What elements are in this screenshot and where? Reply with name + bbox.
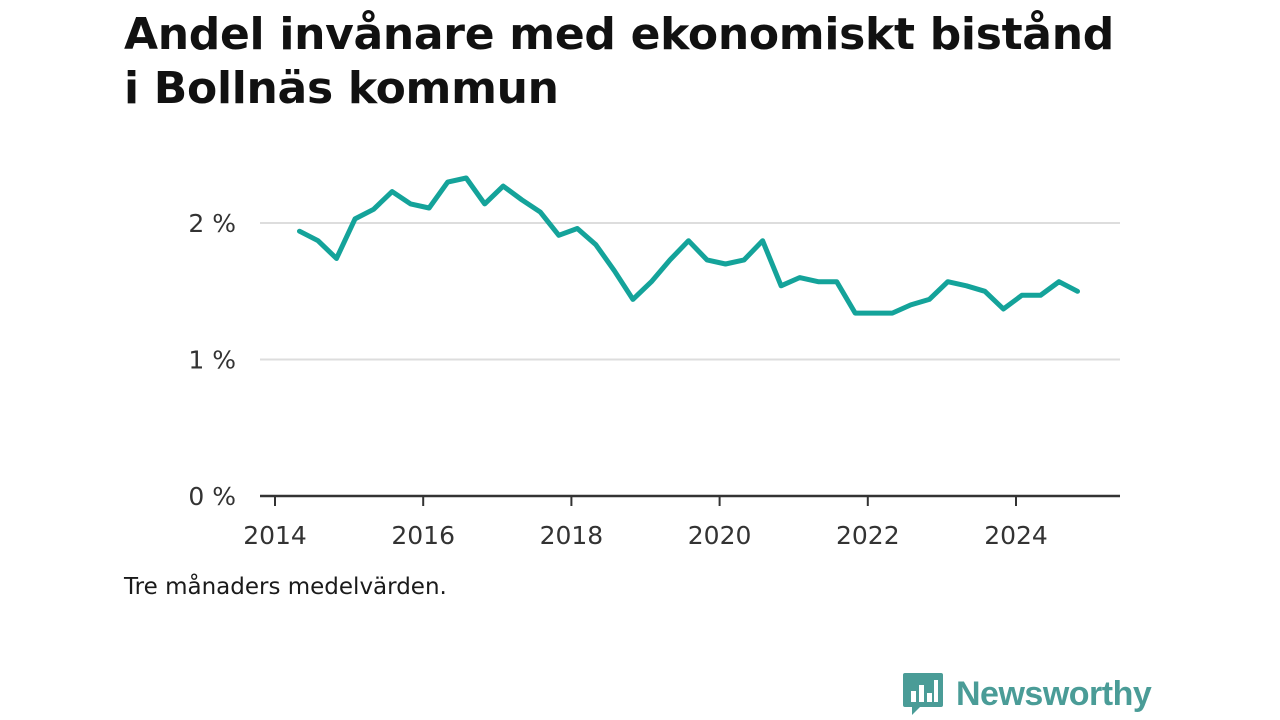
chart-note: Tre månaders medelvärden. xyxy=(124,574,447,600)
x-tick-label: 2014 xyxy=(243,521,307,550)
x-tick-label: 2018 xyxy=(540,521,604,550)
x-tick-label: 2016 xyxy=(391,521,455,550)
x-axis xyxy=(260,494,1120,506)
series-line xyxy=(297,175,1080,316)
x-tick-label: 2020 xyxy=(688,521,752,550)
grid-lines xyxy=(260,222,1120,361)
chart-title: Andel invånare med ekonomiskt bistånd i … xyxy=(124,9,1114,114)
x-tick-label: 2022 xyxy=(836,521,900,550)
bar-chart-speech-bubble-icon xyxy=(903,673,943,715)
y-tick-label: 1 % xyxy=(188,346,236,375)
series-layer xyxy=(297,175,1080,316)
y-tick-label: 0 % xyxy=(188,482,236,511)
brand-name: Newsworthy xyxy=(956,674,1152,713)
x-tick-label: 2024 xyxy=(984,521,1048,550)
y-axis-labels: 0 % 1 % 2 % xyxy=(188,209,236,511)
x-axis-labels: 2014 2016 2018 2020 2022 2024 xyxy=(243,521,1048,550)
y-tick-label: 2 % xyxy=(188,209,236,238)
brand-logo[interactable]: Newsworthy xyxy=(902,670,1152,718)
